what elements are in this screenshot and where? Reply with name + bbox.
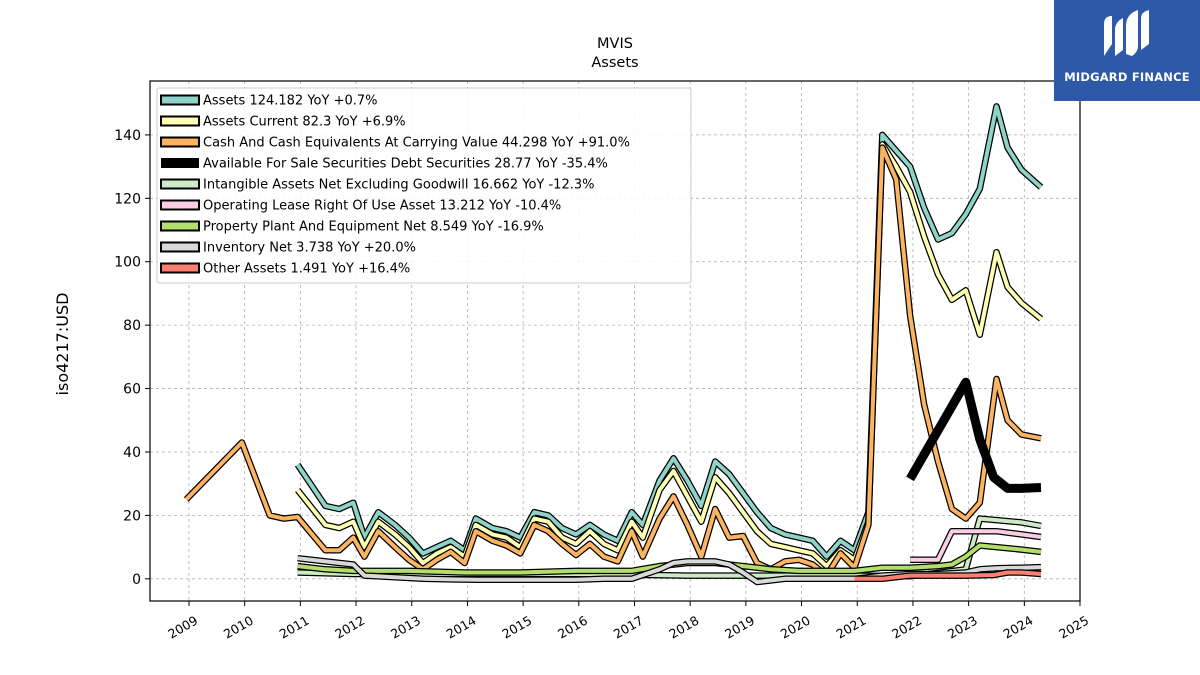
- legend-item: Other Assets 1.491 YoY +16.4%: [160, 262, 410, 277]
- x-tick-label: 2012: [332, 613, 367, 642]
- series-other-assets: [854, 569, 1042, 583]
- legend-item: Assets Current 82.3 YoY +6.9%: [160, 115, 406, 130]
- y-tick-label: 60: [123, 382, 141, 398]
- x-tick-label: 2022: [889, 613, 924, 642]
- y-axis-label: iso4217:USD: [53, 293, 72, 396]
- x-tick-label: 2010: [221, 613, 256, 642]
- series-line: [295, 104, 1043, 559]
- chart-title: MVIS: [597, 36, 633, 52]
- x-tick-label: 2021: [833, 613, 868, 642]
- x-tick-label: 2015: [499, 613, 534, 642]
- series-line: [296, 142, 1043, 569]
- legend-swatch: [160, 241, 200, 253]
- legend-item: Available For Sale Securities Debt Secur…: [161, 157, 608, 172]
- x-tick-label: 2025: [1056, 613, 1091, 642]
- x-tick-label: 2016: [555, 613, 590, 642]
- y-tick-label: 0: [132, 572, 141, 588]
- legend-label: Property Plant And Equipment Net 8.549 Y…: [203, 220, 544, 235]
- series-line: [854, 570, 1042, 581]
- midgard-finance-logo: MIDGARD FINANCE: [1054, 0, 1200, 101]
- legend-label: Assets 124.182 YoY +0.7%: [203, 94, 378, 109]
- logo-text: MIDGARD FINANCE: [1064, 70, 1190, 84]
- legend-label: Assets Current 82.3 YoY +6.9%: [203, 115, 406, 130]
- legend-item: Property Plant And Equipment Net 8.549 Y…: [160, 220, 544, 235]
- legend-swatch: [160, 199, 200, 211]
- legend-item: Cash And Cash Equivalents At Carrying Va…: [160, 136, 630, 151]
- midgard-m-logo-icon: [1104, 10, 1149, 56]
- y-tick-label: 20: [123, 508, 141, 524]
- series-assets: [294, 103, 1044, 560]
- legend-box: [156, 87, 692, 284]
- x-tick-label: 2023: [945, 613, 980, 642]
- legend-label: Intangible Assets Net Excluding Goodwill…: [203, 178, 594, 193]
- legend-item: Assets 124.182 YoY +0.7%: [160, 94, 378, 109]
- series-assets-current: [295, 141, 1044, 570]
- legend-label: Operating Lease Right Of Use Asset 13.21…: [203, 199, 561, 214]
- x-tick-label: 2020: [778, 613, 813, 642]
- series-operating-lease-right-of-use-asset: [910, 527, 1042, 564]
- x-tick-label: 2018: [666, 613, 701, 642]
- series-line: [184, 145, 1042, 578]
- legend-swatch: [160, 136, 200, 148]
- chart-subtitle: Assets: [591, 55, 638, 71]
- y-tick-label: 120: [114, 191, 141, 207]
- legend-swatch: [161, 158, 199, 168]
- legend-swatch: [160, 94, 200, 106]
- y-tick-label: 100: [114, 255, 141, 271]
- legend-swatch: [160, 262, 200, 274]
- legend-label: Other Assets 1.491 YoY +16.4%: [203, 262, 410, 277]
- plot-frame: [149, 80, 1081, 602]
- y-tick-label: 140: [114, 128, 141, 144]
- x-tick-label: 2017: [611, 613, 646, 642]
- x-tick-label: 2019: [722, 613, 757, 642]
- series-line: [906, 377, 1042, 493]
- series-property-plant-and-equipment-net: [297, 542, 1042, 576]
- legend: Assets 124.182 YoY +0.7% Assets Current 8…: [156, 87, 692, 284]
- legend-swatch: [160, 220, 200, 232]
- series-available-for-sale-securities-debt-securities: [906, 377, 1042, 493]
- legend-label: Inventory Net 3.738 YoY +20.0%: [203, 241, 416, 256]
- series-line: [910, 529, 1042, 562]
- y-tick-label: 40: [123, 445, 141, 461]
- x-tick-label: 2011: [277, 613, 312, 642]
- series-cash-and-cash-equivalents-at-carrying-value: [183, 144, 1042, 579]
- x-tick-label: 2024: [1001, 613, 1036, 642]
- legend-label: Available For Sale Securities Debt Secur…: [203, 157, 608, 172]
- legend-item: Intangible Assets Net Excluding Goodwill…: [160, 178, 594, 193]
- legend-swatch: [160, 178, 200, 190]
- legend-label: Cash And Cash Equivalents At Carrying Va…: [203, 136, 630, 151]
- x-tick-label: 2013: [388, 613, 423, 642]
- legend-item: Operating Lease Right Of Use Asset 13.21…: [160, 199, 561, 214]
- series-line: [297, 543, 1042, 575]
- y-tick-label: 80: [123, 318, 141, 334]
- legend-swatch: [160, 115, 200, 127]
- x-tick-label: 2009: [165, 613, 200, 642]
- legend-item: Inventory Net 3.738 YoY +20.0%: [160, 241, 416, 256]
- series-lines: [183, 103, 1044, 586]
- x-tick-label: 2014: [444, 613, 479, 642]
